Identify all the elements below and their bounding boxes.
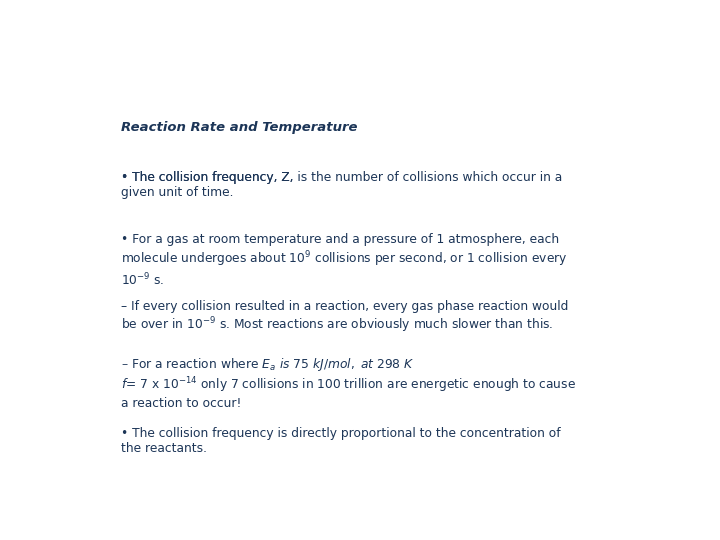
Text: • The collision frequency, Z, is the number of collisions which occur in a
given: • The collision frequency, Z, is the num… (121, 171, 562, 199)
Text: • The collision frequency is directly proportional to the concentration of
the r: • The collision frequency is directly pr… (121, 427, 560, 455)
Text: Reaction Rate and Temperature: Reaction Rate and Temperature (121, 121, 357, 134)
Text: • For a gas at room temperature and a pressure of 1 atmosphere, each
molecule un: • For a gas at room temperature and a pr… (121, 233, 567, 288)
Text: – For a reaction where $\mathit{E_a}$ $\mathit{is\ 75\ kJ/mol,\ at\ 298\ K}$
$\m: – For a reaction where $\mathit{E_a}$ $\… (121, 356, 576, 410)
Text: • The collision frequency, Z,: • The collision frequency, Z, (121, 171, 297, 184)
Text: – If every collision resulted in a reaction, every gas phase reaction would
be o: – If every collision resulted in a react… (121, 300, 568, 335)
